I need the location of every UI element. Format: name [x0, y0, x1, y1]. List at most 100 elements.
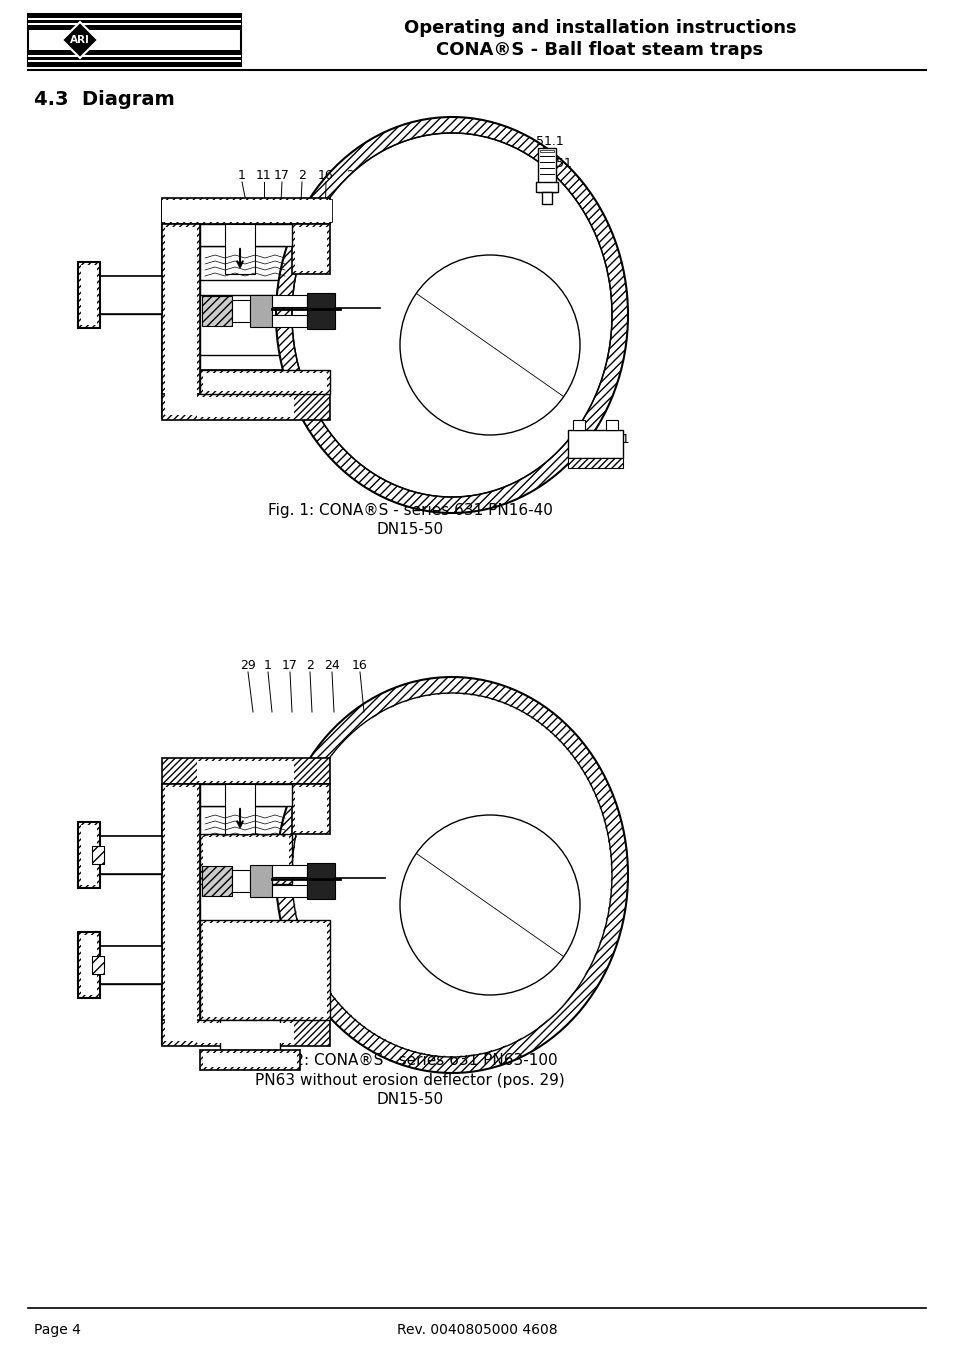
Bar: [28, 14, 241, 30]
Text: Fig. 2: CONA®S - series 631 PN63-100: Fig. 2: CONA®S - series 631 PN63-100: [262, 1053, 557, 1068]
Bar: [225, 224, 254, 274]
Bar: [81, 265, 97, 325]
Bar: [28, 23, 241, 26]
Bar: [294, 787, 327, 832]
Ellipse shape: [293, 134, 610, 495]
Bar: [200, 784, 292, 806]
Text: 49: 49: [457, 988, 474, 1000]
Bar: [165, 227, 196, 414]
Bar: [537, 148, 556, 192]
Bar: [250, 296, 272, 327]
Bar: [203, 1053, 296, 1066]
Bar: [196, 397, 294, 417]
Text: 46: 46: [567, 414, 583, 428]
Bar: [174, 200, 316, 221]
Text: 50: 50: [448, 477, 463, 489]
Text: 2: 2: [306, 659, 314, 672]
Bar: [541, 192, 552, 204]
Bar: [292, 784, 330, 834]
Bar: [162, 394, 330, 420]
Bar: [232, 300, 250, 323]
Bar: [100, 946, 162, 984]
Text: 11: 11: [255, 169, 272, 182]
Bar: [202, 296, 232, 325]
Bar: [165, 787, 196, 1041]
Bar: [162, 200, 196, 221]
Text: Page 4: Page 4: [34, 1323, 81, 1336]
Bar: [91, 846, 104, 864]
Bar: [28, 14, 241, 66]
Text: 49: 49: [424, 477, 439, 489]
Bar: [28, 18, 241, 20]
Bar: [573, 420, 584, 431]
Bar: [567, 431, 622, 458]
Bar: [162, 200, 332, 221]
Text: 16: 16: [317, 169, 334, 182]
Text: 46.1: 46.1: [601, 433, 629, 446]
Text: ARMATUREN: ARMATUREN: [114, 32, 221, 47]
Bar: [536, 182, 558, 192]
Bar: [567, 458, 622, 468]
Bar: [81, 936, 97, 995]
Bar: [78, 262, 100, 328]
Bar: [250, 865, 272, 896]
Bar: [202, 865, 232, 896]
Bar: [307, 293, 335, 329]
Bar: [162, 224, 200, 418]
Bar: [225, 784, 254, 834]
Text: 4.3  Diagram: 4.3 Diagram: [34, 90, 174, 109]
Bar: [162, 1021, 330, 1046]
Bar: [272, 296, 307, 306]
Bar: [28, 50, 241, 66]
Bar: [162, 198, 330, 224]
Bar: [307, 863, 335, 899]
Bar: [200, 834, 292, 884]
Text: Fig. 1: CONA®S - series 631 PN16-40: Fig. 1: CONA®S - series 631 PN16-40: [267, 502, 552, 517]
Bar: [196, 201, 294, 221]
Bar: [196, 1023, 294, 1044]
Bar: [272, 865, 307, 878]
Text: 51.1: 51.1: [536, 135, 563, 148]
Bar: [81, 825, 97, 886]
Bar: [196, 761, 294, 782]
Bar: [100, 275, 162, 315]
Text: 24: 24: [324, 659, 339, 672]
Bar: [200, 370, 330, 394]
Bar: [220, 1021, 280, 1050]
Bar: [203, 837, 289, 882]
Bar: [78, 822, 100, 888]
Bar: [200, 1050, 299, 1071]
Bar: [605, 420, 618, 431]
Text: 2: 2: [297, 169, 306, 182]
Bar: [162, 757, 330, 784]
Bar: [162, 784, 200, 1044]
Text: 24: 24: [346, 169, 361, 182]
Bar: [539, 150, 554, 153]
Bar: [200, 919, 330, 1021]
Text: Rev. 0040805000 4608: Rev. 0040805000 4608: [396, 1323, 557, 1336]
Bar: [294, 227, 327, 271]
Text: 29: 29: [240, 659, 255, 672]
Text: DN15-50: DN15-50: [376, 1092, 443, 1107]
Ellipse shape: [292, 134, 612, 497]
Bar: [272, 886, 307, 896]
Text: 17: 17: [274, 169, 290, 182]
Text: 50: 50: [481, 988, 497, 1000]
Ellipse shape: [275, 676, 627, 1073]
Bar: [200, 224, 292, 246]
Bar: [28, 55, 241, 57]
Text: CONA®S - Ball float steam traps: CONA®S - Ball float steam traps: [436, 40, 762, 59]
Text: ARI: ARI: [70, 35, 90, 45]
Text: 1: 1: [264, 659, 272, 672]
Bar: [28, 59, 241, 62]
Bar: [232, 869, 250, 892]
Bar: [162, 200, 196, 221]
Polygon shape: [62, 22, 98, 58]
Bar: [272, 315, 307, 327]
Bar: [292, 224, 330, 274]
Ellipse shape: [275, 117, 627, 513]
Bar: [203, 923, 327, 1017]
Bar: [294, 200, 332, 221]
Text: 1: 1: [238, 169, 246, 182]
Text: Operating and installation instructions: Operating and installation instructions: [403, 19, 796, 36]
